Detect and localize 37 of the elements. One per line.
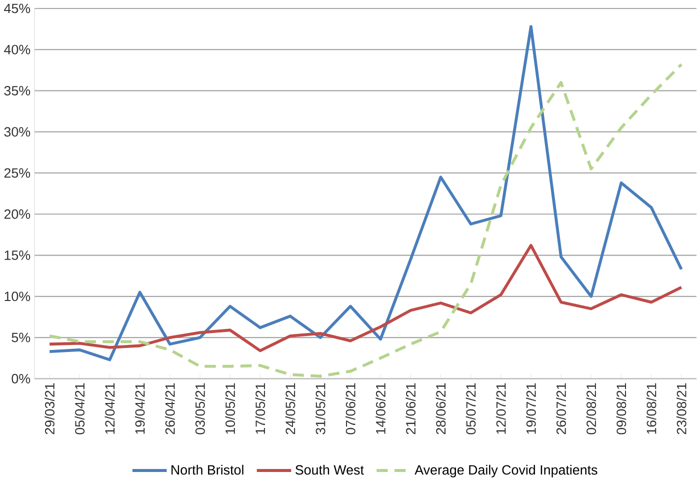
x-tick-label: 14/06/21 (376, 383, 386, 434)
x-tick-label: 05/04/21 (74, 383, 85, 434)
x-tick-label: 05/07/21 (466, 383, 476, 434)
x-tick-label: 23/08/21 (676, 383, 686, 434)
x-tick-label: 19/04/21 (134, 383, 145, 434)
x-tick-label: 02/08/21 (586, 383, 596, 434)
y-tick-label: 0% (12, 374, 30, 384)
x-tick-label: 24/05/21 (285, 383, 296, 434)
x-tick-label: 10/05/21 (225, 383, 236, 434)
x-tick-label: 19/07/21 (526, 383, 536, 434)
x-tick-label: 07/06/21 (346, 383, 356, 434)
x-tick-label: 28/06/21 (436, 383, 446, 434)
x-tick-label: 09/08/21 (616, 383, 626, 434)
y-tick-label: 5% (12, 332, 30, 342)
x-tick-label: 26/07/21 (556, 383, 566, 434)
x-tick-label: 03/05/21 (195, 383, 205, 434)
y-tick-label: 30% (4, 127, 30, 137)
x-tick-label: 17/05/21 (255, 383, 266, 434)
y-tick-label: 10% (4, 292, 30, 302)
line-series (48, 25, 683, 362)
x-tick-label: 21/06/21 (406, 383, 416, 434)
x-tick-label: 26/04/21 (165, 383, 175, 434)
y-tick-label: 20% (4, 210, 30, 220)
x-tick-label: 31/05/21 (315, 383, 326, 434)
legend-label: Average Daily Covid Inpatients (414, 464, 598, 478)
x-tick-label: 12/07/21 (496, 383, 506, 434)
x-tick-label: 16/08/21 (646, 383, 656, 434)
x-tick-label: 29/03/21 (44, 383, 54, 434)
x-tick-label: 12/04/21 (104, 383, 115, 434)
y-tick-label: 40% (4, 44, 30, 54)
y-tick-label: 35% (4, 86, 30, 96)
y-tick-label: 25% (4, 168, 30, 178)
legend-label: South West (295, 464, 364, 475)
y-tick-label: 45% (4, 4, 30, 14)
y-tick-label: 15% (4, 250, 30, 260)
legend-label: North Bristol (172, 464, 244, 475)
line-series (48, 244, 683, 352)
